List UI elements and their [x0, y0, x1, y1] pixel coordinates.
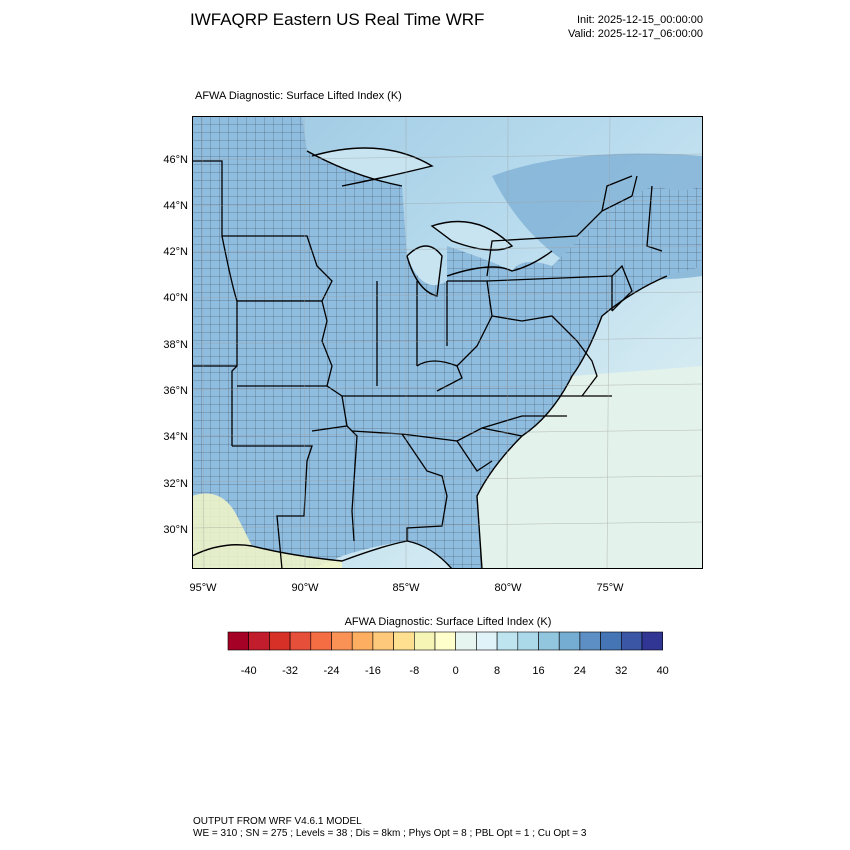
- latitude-labels: 46°N 44°N 42°N 40°N 38°N 36°N 34°N 32°N …: [120, 0, 188, 850]
- field-title: AFWA Diagnostic: Surface Lifted Index (K…: [195, 90, 402, 102]
- colorbar-swatch: [248, 631, 270, 651]
- lake-michigan: [407, 246, 442, 296]
- colorbar-swatch: [434, 631, 457, 651]
- colorbar-tick-label: -16: [365, 665, 381, 677]
- lon-label: 85°W: [392, 582, 420, 594]
- lon-label: 75°W: [596, 582, 624, 594]
- valid-time: Valid: 2025-12-17_06:00:00: [568, 28, 703, 40]
- lat-label: 36°N: [163, 385, 188, 397]
- colorbar-tick-label: 8: [494, 665, 500, 677]
- colorbar-swatch: [269, 631, 291, 651]
- lon-label: 95°W: [189, 582, 217, 594]
- graticule: [192, 116, 703, 569]
- colorbar-swatch: [331, 631, 353, 651]
- lat-label: 34°N: [163, 431, 188, 443]
- footer-model: OUTPUT FROM WRF V4.6.1 MODEL: [193, 816, 362, 827]
- longitude-labels: 95°W 90°W 85°W 80°W 75°W: [0, 582, 850, 598]
- lat-label: 38°N: [163, 339, 188, 351]
- lat-label: 32°N: [163, 478, 188, 490]
- colorbar-swatch: [620, 631, 643, 651]
- colorbar-swatch: [538, 631, 560, 651]
- field-region-low-south: [192, 493, 342, 569]
- colorbar-swatch: [455, 631, 477, 651]
- colorbar-swatch: [372, 631, 394, 651]
- colorbar-swatch: [476, 631, 498, 651]
- map-panel: [192, 116, 703, 569]
- colorbar-swatch: [351, 631, 374, 651]
- colorbar-swatch: [496, 631, 519, 651]
- colorbar-tick-label: -40: [241, 665, 257, 677]
- coastlines: [192, 147, 668, 569]
- colorbar-swatch: [641, 631, 664, 651]
- colorbar-swatch: [227, 631, 250, 651]
- colorbar-swatch: [517, 631, 539, 651]
- colorbar-tick-label: 0: [453, 665, 459, 677]
- colorbar-swatch: [414, 631, 436, 651]
- map-frame: [192, 116, 703, 569]
- lat-label: 42°N: [163, 246, 188, 258]
- colorbar-tick-label: 24: [574, 665, 586, 677]
- colorbar-swatch: [289, 631, 312, 651]
- plot-title: IWFAQRP Eastern US Real Time WRF: [190, 10, 485, 29]
- colorbar-tick-label: -8: [409, 665, 419, 677]
- init-time: Init: 2025-12-15_00:00:00: [577, 14, 703, 26]
- colorbar-tick-label: 40: [657, 665, 669, 677]
- lon-label: 90°W: [291, 582, 319, 594]
- colorbar-tick-label: 32: [615, 665, 627, 677]
- colorbar-title: AFWA Diagnostic: Surface Lifted Index (K…: [344, 616, 552, 628]
- colorbar-swatch: [393, 631, 415, 651]
- colorbar-swatch: [579, 631, 601, 651]
- colorbar-tick-label: 16: [532, 665, 544, 677]
- colorbar-tick-label: -24: [324, 665, 340, 677]
- lat-label: 46°N: [163, 154, 188, 166]
- lat-label: 30°N: [163, 524, 188, 536]
- colorbar: -40 -32 -24 -16 -8 0 8 16 24 32 40: [227, 631, 669, 677]
- footer-config: WE = 310 ; SN = 275 ; Levels = 38 ; Dis …: [193, 828, 587, 839]
- lat-label: 40°N: [163, 292, 188, 304]
- colorbar-tick-label: -32: [282, 665, 298, 677]
- lon-label: 80°W: [494, 582, 522, 594]
- state-boundaries: [192, 160, 663, 569]
- colorbar-swatch: [558, 631, 581, 651]
- field-region-atlantic: [477, 366, 703, 569]
- lat-label: 44°N: [163, 200, 188, 212]
- colorbar-swatch: [600, 631, 622, 651]
- colorbar-swatch: [310, 631, 332, 651]
